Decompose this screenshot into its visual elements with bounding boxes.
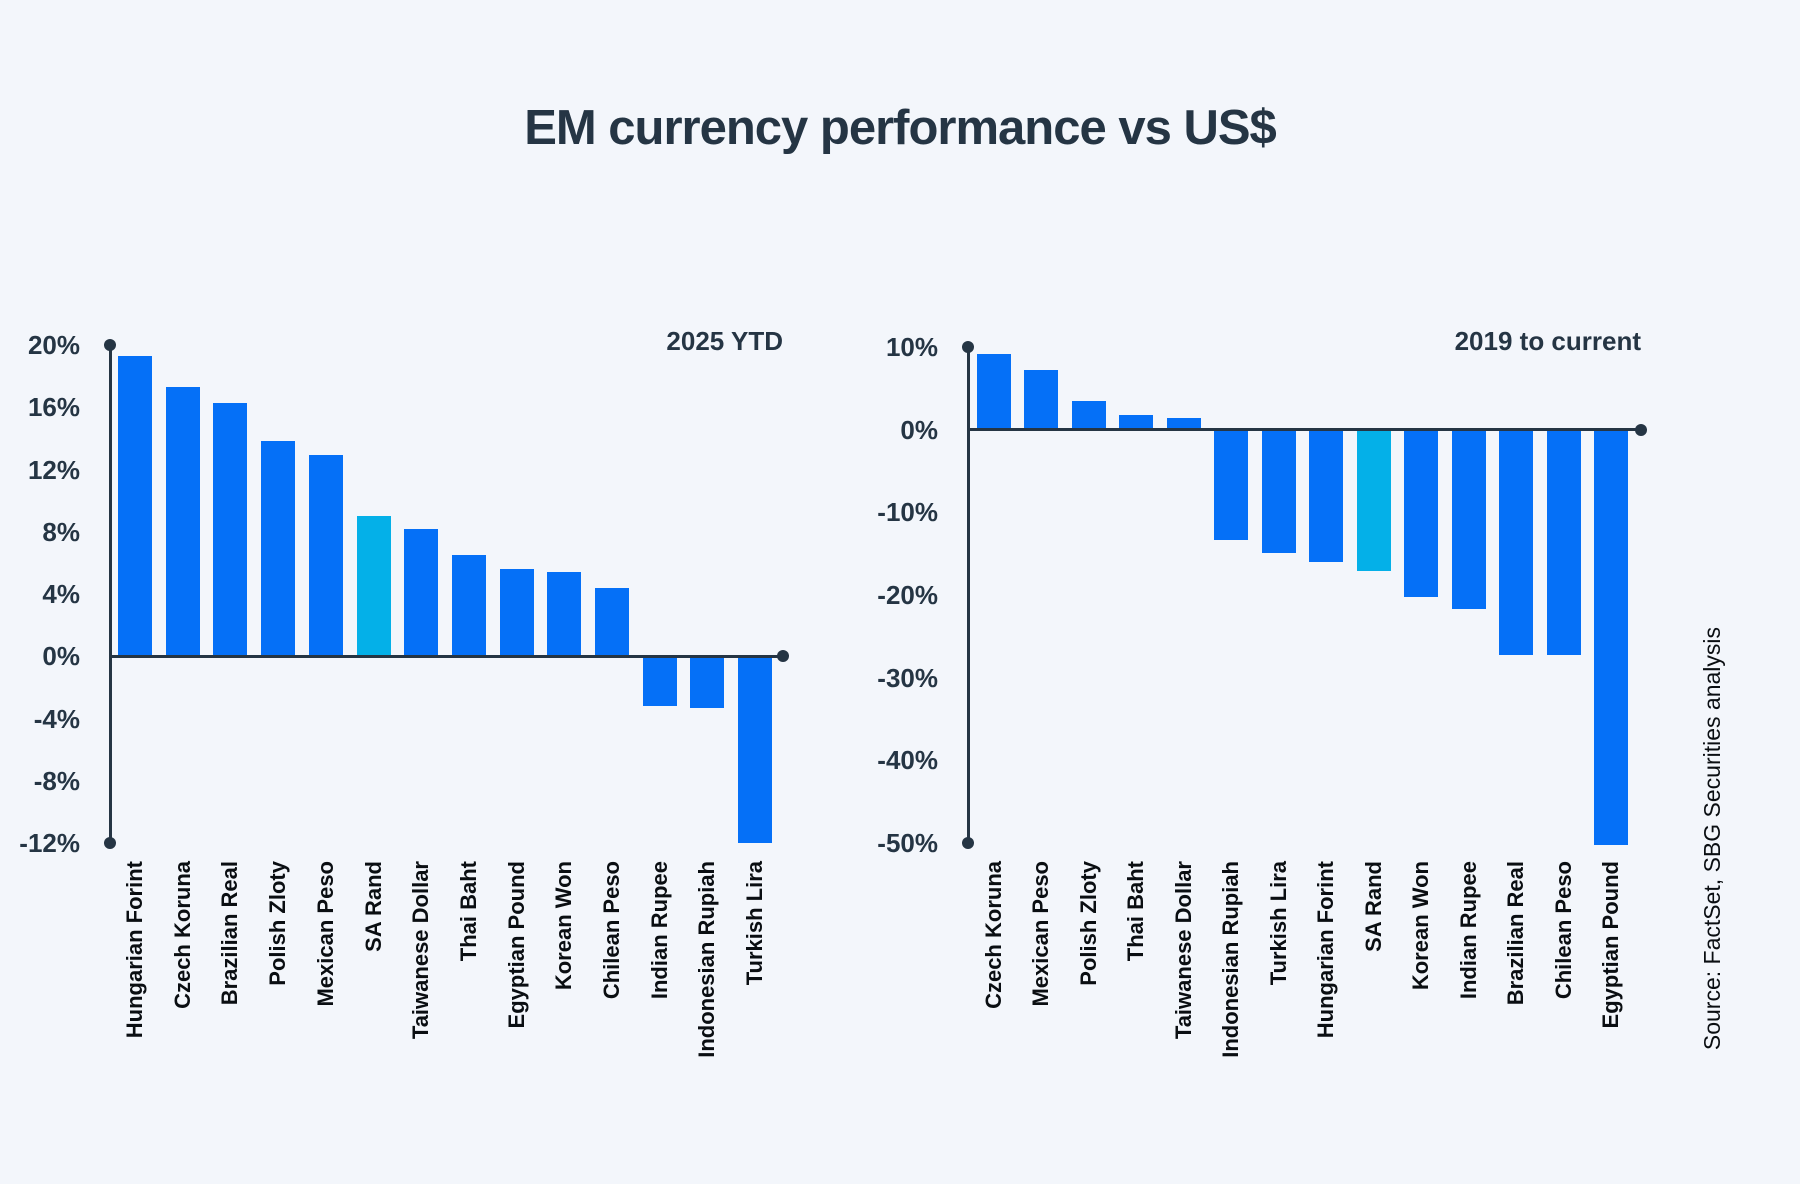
y-tick-50: -50% bbox=[877, 828, 938, 858]
panel-label-2025-ytd: 2025 YTD bbox=[666, 326, 783, 356]
y-tick-8: -8% bbox=[33, 765, 80, 796]
bar-taiwanese-dollar bbox=[404, 528, 439, 657]
bar-brazilian-real bbox=[1499, 429, 1533, 656]
y-tick-10: 10% bbox=[885, 332, 938, 362]
bar-chilean-peso bbox=[1546, 429, 1581, 656]
bar-chilean-peso bbox=[595, 587, 629, 657]
y-tick-0: 0% bbox=[900, 414, 938, 445]
bar-czech-koruna bbox=[165, 387, 200, 657]
x-axis-label-indonesian-rupiah: Indonesian Rupiah bbox=[1218, 861, 1243, 1058]
bar-korean-won bbox=[1404, 429, 1438, 598]
y-tick-30: -30% bbox=[877, 662, 938, 693]
x-axis-label-indonesian-rupiah: Indonesian Rupiah bbox=[694, 861, 720, 1058]
y-tick-40: -40% bbox=[877, 745, 938, 776]
bar-indonesian-rupiah bbox=[690, 656, 725, 708]
x-axis-label-thai-baht: Thai Baht bbox=[1123, 861, 1148, 962]
y-tick-4: 4% bbox=[42, 579, 80, 609]
bar-thai-baht bbox=[451, 555, 486, 657]
axis-top-dot bbox=[104, 339, 116, 351]
x-axis-label-chilean-peso: Chilean Peso bbox=[599, 861, 624, 1000]
bar-mexican-peso bbox=[1024, 370, 1058, 430]
y-tick-12: 12% bbox=[27, 454, 80, 485]
y-tick-10: -10% bbox=[877, 497, 938, 528]
bar-sa-rand bbox=[1356, 429, 1391, 572]
y-tick-16: 16% bbox=[27, 392, 80, 423]
x-axis-label-thai-baht: Thai Baht bbox=[455, 861, 481, 962]
bar-hungarian-forint bbox=[118, 355, 152, 657]
bar-indian-rupee bbox=[642, 656, 677, 707]
y-tick-20: 20% bbox=[27, 330, 80, 360]
x-axis-label-czech-koruna: Czech Koruna bbox=[980, 861, 1006, 1009]
x-axis-label-mexican-peso: Mexican Peso bbox=[312, 861, 338, 1007]
x-axis-label-taiwanese-dollar: Taiwanese Dollar bbox=[1170, 861, 1196, 1040]
x-axis-label-brazilian-real: Brazilian Real bbox=[1503, 861, 1528, 1006]
x-axis-label-indian-rupee: Indian Rupee bbox=[646, 861, 672, 1000]
bar-hungarian-forint bbox=[1309, 429, 1343, 562]
y-axis-line bbox=[108, 345, 112, 843]
y-tick-4: -4% bbox=[33, 703, 80, 734]
baseline-end-dot bbox=[1635, 423, 1647, 436]
x-axis-label-korean-won: Korean Won bbox=[1408, 861, 1433, 991]
x-axis-label-brazilian-real: Brazilian Real bbox=[217, 861, 243, 1006]
x-axis-label-polish-zloty: Polish Zloty bbox=[265, 861, 291, 986]
zero-baseline bbox=[968, 428, 1641, 432]
x-axis-label-turkish-lira: Turkish Lira bbox=[1265, 861, 1291, 986]
y-tick-12: -12% bbox=[19, 828, 80, 858]
x-axis-label-turkish-lira: Turkish Lira bbox=[742, 861, 768, 986]
x-axis-label-indian-rupee: Indian Rupee bbox=[1455, 861, 1481, 1000]
panel-label-2019-to-current: 2019 to current bbox=[1454, 326, 1641, 356]
x-axis-label-taiwanese-dollar: Taiwanese Dollar bbox=[408, 861, 434, 1040]
x-axis-label-egyptian-pound: Egyptian Pound bbox=[503, 861, 529, 1029]
bar-taiwanese-dollar bbox=[1166, 418, 1201, 430]
x-axis-label-hungarian-forint: Hungarian Forint bbox=[122, 861, 147, 1039]
x-axis-label-mexican-peso: Mexican Peso bbox=[1028, 861, 1053, 1007]
axis-top-dot bbox=[962, 341, 974, 353]
bar-polish-zloty bbox=[261, 441, 296, 657]
bar-thai-baht bbox=[1119, 414, 1153, 430]
bar-korean-won bbox=[547, 572, 582, 657]
bar-brazilian-real bbox=[213, 402, 248, 657]
y-tick-0: 0% bbox=[42, 641, 80, 672]
x-axis-label-sa-rand: SA Rand bbox=[1360, 861, 1386, 952]
bar-turkish-lira bbox=[738, 656, 773, 843]
x-axis-label-egyptian-pound: Egyptian Pound bbox=[1598, 861, 1623, 1029]
bar-indian-rupee bbox=[1451, 429, 1486, 610]
bar-turkish-lira bbox=[1261, 429, 1296, 553]
axis-bottom-dot bbox=[962, 837, 974, 849]
page-title: EM currency performance vs US$ bbox=[524, 101, 1277, 155]
y-tick-8: 8% bbox=[42, 516, 80, 547]
bar-egyptian-pound bbox=[499, 569, 534, 657]
bar-polish-zloty bbox=[1071, 400, 1106, 430]
bar-sa-rand bbox=[356, 516, 391, 657]
x-axis-label-sa-rand: SA Rand bbox=[360, 861, 386, 952]
y-axis-line bbox=[966, 347, 970, 843]
bar-indonesian-rupiah bbox=[1214, 429, 1248, 541]
bar-mexican-peso bbox=[308, 455, 343, 657]
source-note: Source: FactSet, SBG Securities analysis bbox=[1699, 627, 1725, 1051]
x-axis-label-korean-won: Korean Won bbox=[551, 861, 577, 991]
y-tick-20: -20% bbox=[877, 580, 938, 610]
zero-baseline bbox=[110, 654, 783, 658]
bar-czech-koruna bbox=[976, 353, 1011, 430]
bar-egyptian-pound bbox=[1594, 429, 1628, 845]
x-axis-label-polish-zloty: Polish Zloty bbox=[1075, 861, 1101, 986]
axis-bottom-dot bbox=[104, 837, 116, 849]
baseline-end-dot bbox=[777, 650, 789, 663]
x-axis-label-chilean-peso: Chilean Peso bbox=[1550, 861, 1576, 1000]
x-axis-label-czech-koruna: Czech Koruna bbox=[169, 861, 195, 1009]
x-axis-label-hungarian-forint: Hungarian Forint bbox=[1313, 861, 1338, 1039]
